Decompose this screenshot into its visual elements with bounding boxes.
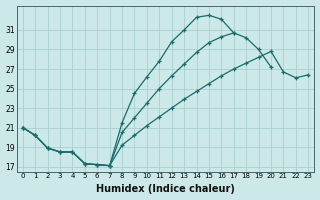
X-axis label: Humidex (Indice chaleur): Humidex (Indice chaleur) bbox=[96, 184, 235, 194]
